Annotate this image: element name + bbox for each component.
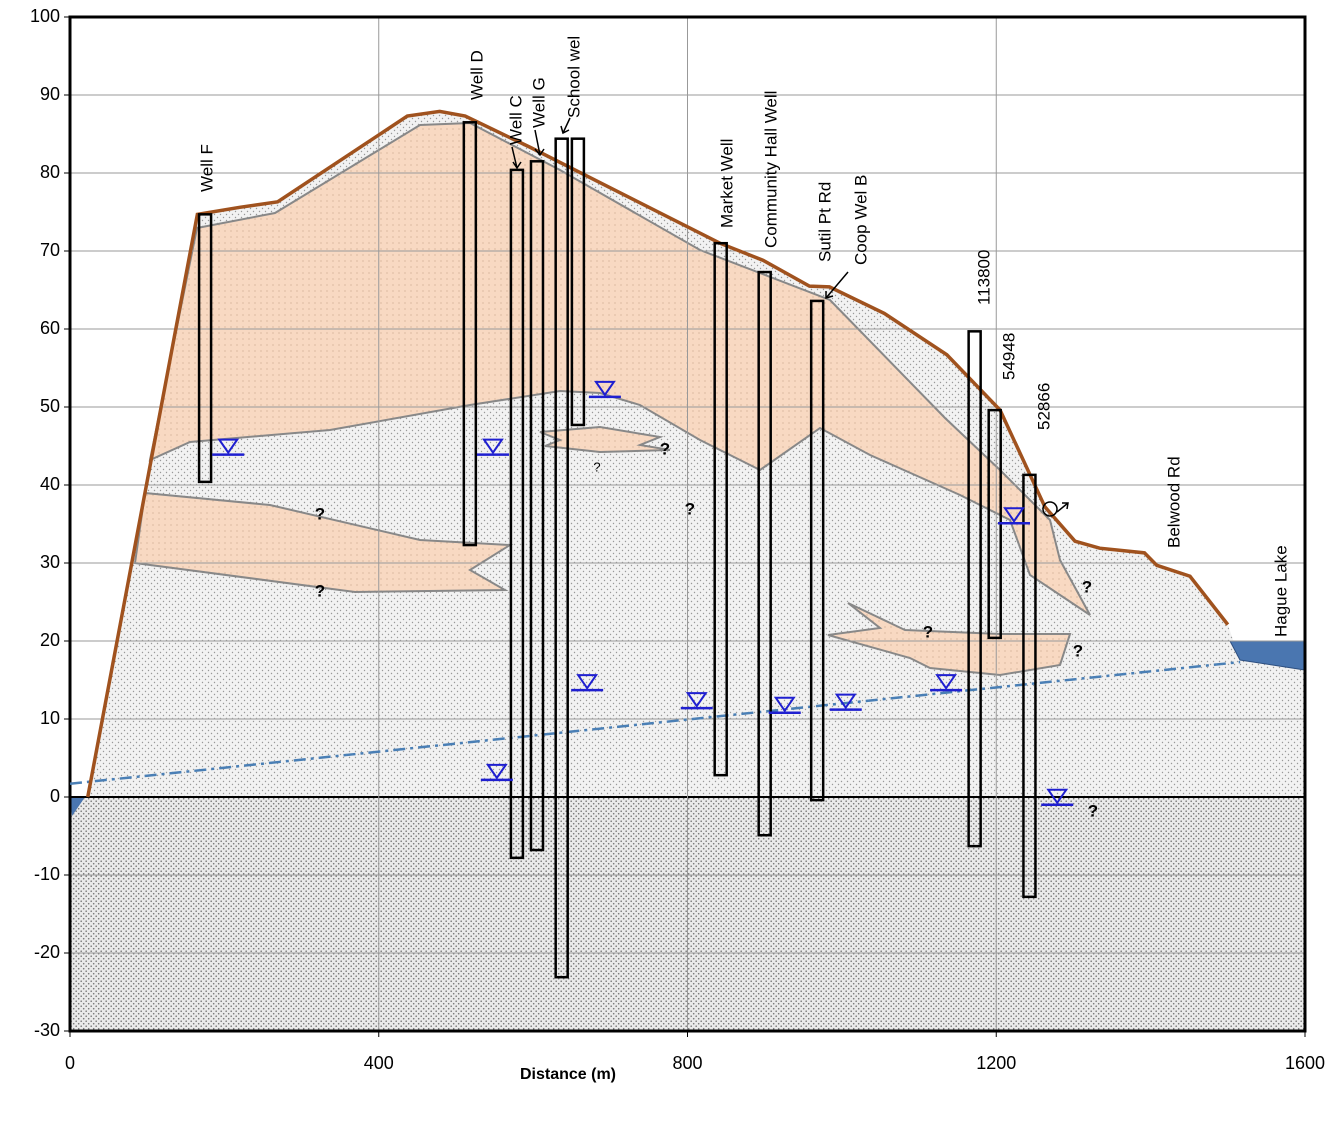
x-axis-title: Distance (m): [520, 1066, 616, 1083]
question-mark: ?: [923, 622, 933, 641]
x-tick-label: 400: [364, 1053, 394, 1073]
well-label: School wel: [564, 36, 583, 118]
well-label: Well G: [529, 77, 548, 128]
chart: Distance (m) -30 -20 -10 0 10 20 30 40 50 60 70 80 9…: [0, 0, 1339, 1131]
y-tick-label: 100: [30, 6, 60, 26]
question-mark: ?: [315, 581, 325, 600]
well-label: Sutil Pt Rd: [815, 182, 834, 262]
y-tick-label: 20: [40, 630, 60, 650]
y-tick-label: 10: [40, 708, 60, 728]
y-tick-label: 70: [40, 240, 60, 260]
well-label: Well C: [506, 95, 525, 145]
question-mark: ?: [660, 439, 670, 458]
x-tick-label: 800: [672, 1053, 702, 1073]
y-tick-label: 60: [40, 318, 60, 338]
question-mark: ?: [593, 459, 600, 474]
y-tick-label: -30: [34, 1020, 60, 1040]
place-label: Hague Lake: [1271, 545, 1290, 637]
y-tick-label: -20: [34, 942, 60, 962]
place-label: Coop Wel B: [851, 175, 870, 265]
x-tick-label: 1200: [976, 1053, 1016, 1073]
page: Distance (m) -30 -20 -10 0 10 20 30 40 50 60 70 80 9…: [0, 0, 1339, 1131]
question-mark: ?: [1088, 801, 1098, 820]
y-tick-label: 80: [40, 162, 60, 182]
question-mark: ?: [315, 504, 325, 523]
question-mark: ?: [1082, 577, 1092, 596]
well-label: Market Well: [717, 139, 736, 228]
y-tick-label: 30: [40, 552, 60, 572]
y-tick-label: 40: [40, 474, 60, 494]
question-mark: ?: [1073, 641, 1083, 660]
question-mark: ?: [685, 499, 695, 518]
well-label: Well F: [197, 144, 216, 192]
y-tick-label: 90: [40, 84, 60, 104]
x-tick-label: 0: [65, 1053, 75, 1073]
well-label: 54948: [999, 333, 1018, 380]
y-tick-label: 50: [40, 396, 60, 416]
x-tick-label: 1600: [1285, 1053, 1325, 1073]
y-tick-label: 0: [50, 786, 60, 806]
well-label: Community Hall Well: [761, 91, 780, 248]
well-label: 113800: [974, 250, 993, 305]
place-label: Belwood Rd: [1164, 456, 1183, 548]
y-tick-label: -10: [34, 864, 60, 884]
well-label: Well D: [467, 50, 486, 100]
well-label: 52866: [1034, 383, 1053, 430]
